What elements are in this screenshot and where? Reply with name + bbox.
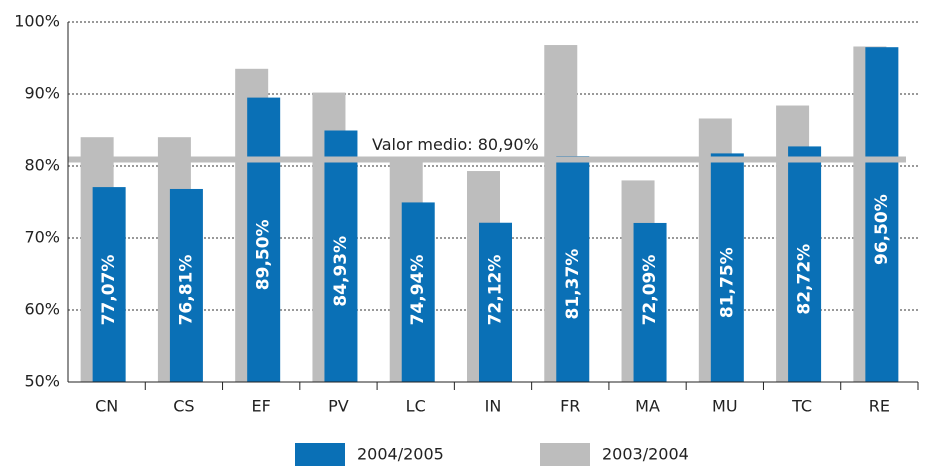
bar bbox=[401, 202, 435, 382]
x-tick-label: MA bbox=[635, 397, 660, 416]
bar bbox=[788, 146, 822, 382]
bar bbox=[710, 153, 744, 382]
bar bbox=[633, 222, 667, 382]
y-tick-label: 50% bbox=[24, 372, 60, 391]
bar bbox=[479, 222, 512, 382]
x-tick-label: MU bbox=[712, 397, 738, 416]
bar bbox=[92, 187, 126, 382]
value-label: 96,50% bbox=[872, 194, 892, 265]
bar bbox=[865, 47, 899, 382]
bar bbox=[247, 97, 281, 382]
value-label: 74,94% bbox=[408, 255, 428, 326]
value-label: 82,72% bbox=[795, 244, 815, 315]
average-label: Valor medio: 80,90% bbox=[372, 135, 539, 154]
y-tick-label: 100% bbox=[14, 12, 60, 31]
x-tick-label: CN bbox=[95, 397, 118, 416]
x-tick-label: RE bbox=[869, 397, 890, 416]
bar bbox=[169, 188, 203, 382]
value-label: 72,09% bbox=[640, 255, 660, 326]
legend-label: 2004/2005 bbox=[357, 445, 444, 464]
x-tick-label: PV bbox=[328, 397, 349, 416]
x-tick-label: CS bbox=[173, 397, 194, 416]
y-tick-label: 90% bbox=[24, 84, 60, 103]
y-tick-label: 60% bbox=[24, 300, 60, 319]
x-tick-label: EF bbox=[252, 397, 271, 416]
value-label: 89,50% bbox=[254, 219, 274, 290]
value-label: 77,07% bbox=[99, 255, 119, 326]
x-tick-label: TC bbox=[791, 397, 812, 416]
value-label: 76,81% bbox=[176, 255, 196, 326]
y-tick-label: 80% bbox=[24, 156, 60, 175]
value-label: 84,93% bbox=[331, 236, 351, 307]
y-tick-label: 70% bbox=[24, 228, 60, 247]
x-tick-label: IN bbox=[485, 397, 502, 416]
value-label: 81,37% bbox=[563, 249, 583, 320]
legend-swatch bbox=[540, 443, 590, 466]
bar bbox=[324, 130, 358, 382]
legend-label: 2003/2004 bbox=[602, 445, 689, 464]
value-label: 72,12% bbox=[486, 255, 506, 326]
legend-swatch bbox=[295, 443, 345, 466]
x-tick-label: LC bbox=[406, 397, 426, 416]
value-label: 81,75% bbox=[717, 247, 737, 318]
bar bbox=[556, 156, 590, 382]
x-tick-label: FR bbox=[560, 397, 580, 416]
